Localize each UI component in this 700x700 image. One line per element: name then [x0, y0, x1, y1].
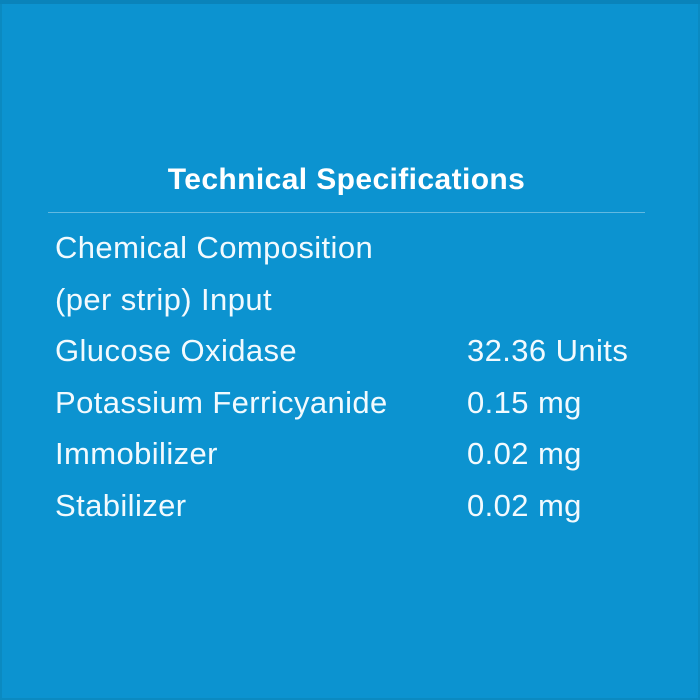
- spec-label: Stabilizer: [55, 487, 187, 523]
- section-title: Technical Specifications: [167, 163, 526, 196]
- spec-label: Potassium Ferricyanide: [55, 384, 388, 420]
- spec-value: 0.02 mg: [467, 487, 582, 523]
- spec-label: Glucose Oxidase: [55, 333, 298, 368]
- table-row: Potassium Ferricyanide 0.15 mg: [55, 377, 645, 429]
- table-row: Glucose Oxidase 32.36 Units: [55, 325, 645, 377]
- spec-panel: Technical Specifications Chemical Compos…: [48, 0, 645, 531]
- spec-label: Chemical Composition (per strip) Input: [55, 230, 374, 317]
- table-row: Stabilizer 0.02 mg: [55, 480, 645, 532]
- divider: [48, 212, 645, 213]
- spec-table: Chemical Composition (per strip) Input G…: [48, 222, 645, 531]
- spec-label: Immobilizer: [55, 436, 218, 471]
- spec-value: 32.36 Units: [467, 333, 629, 368]
- spec-value: 0.02 mg: [467, 436, 582, 471]
- table-row: Chemical Composition (per strip) Input: [55, 222, 645, 325]
- table-row: Immobilizer 0.02 mg: [55, 428, 645, 480]
- spec-value: 0.15 mg: [467, 384, 582, 420]
